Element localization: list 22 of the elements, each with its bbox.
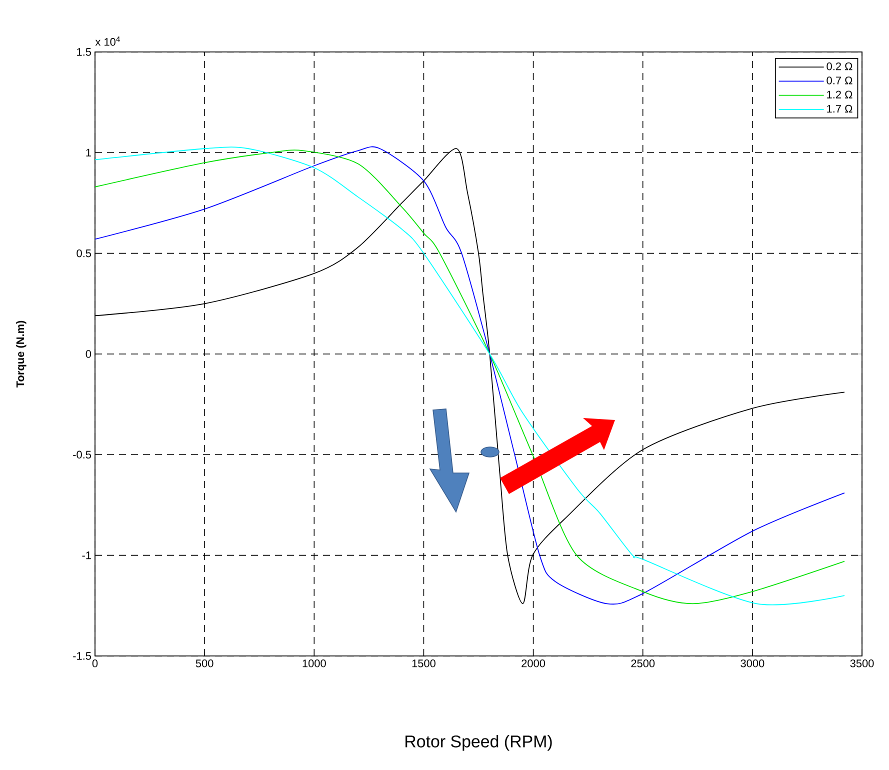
x-tick-label: 3500 <box>850 660 874 668</box>
legend-label: 0.2 Ω <box>826 62 852 70</box>
x-tick-label: 1000 <box>302 660 326 668</box>
x-tick-label: 500 <box>196 660 214 668</box>
y-tick-label: 1.5 <box>77 48 92 56</box>
legend-label: 1.7 Ω <box>827 104 852 113</box>
legend-label: 1.2 Ω <box>827 90 852 98</box>
y-tick-label: -0.5 <box>73 450 92 459</box>
y-tick-label: 1 <box>86 148 91 156</box>
y-axis-title: Torque (N.m) <box>16 320 26 388</box>
y-tick-label: -1 <box>82 552 91 560</box>
text: x 10$^{4}$ <box>95 36 120 46</box>
x-tick-label: 0 <box>92 660 98 668</box>
x-tick-label: 2000 <box>522 660 546 668</box>
x-tick-label: 3000 <box>740 660 764 668</box>
x-tick-label: 1500 <box>412 660 436 668</box>
y-tick-label: 0 <box>86 350 92 358</box>
y-tick-label: 0.5 <box>76 249 92 258</box>
legend-label: 0.7 Ω <box>826 76 852 84</box>
x-axis-title: Rotor Speed (RPM) <box>406 735 552 751</box>
y-tick-label: -1.5 <box>73 652 92 660</box>
x-tick-label: 2500 <box>631 660 655 668</box>
